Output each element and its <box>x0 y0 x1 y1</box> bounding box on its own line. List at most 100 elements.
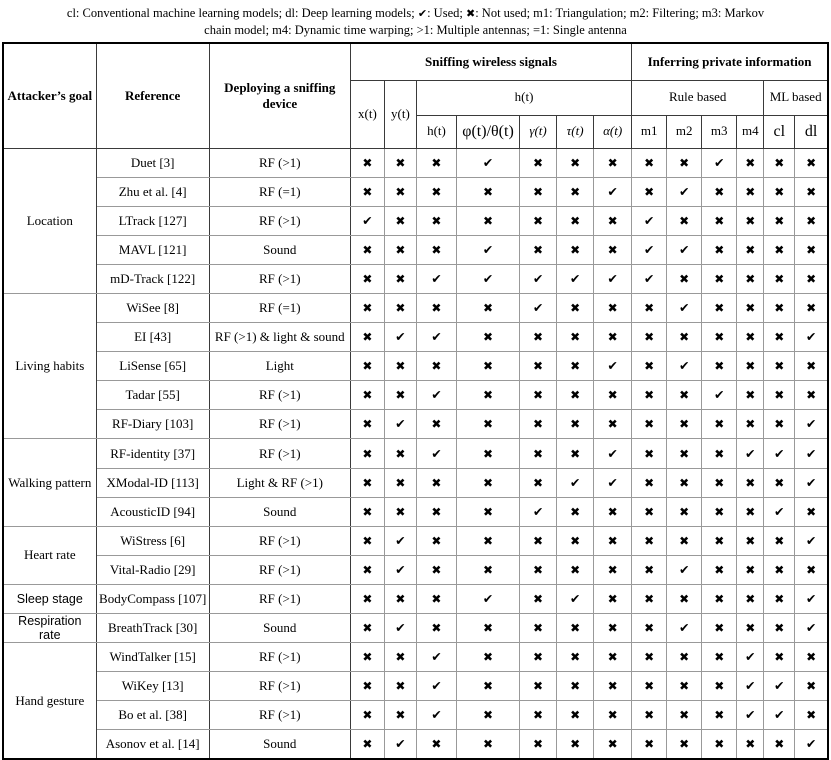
cross-icon: ✖ <box>806 184 817 199</box>
table-row: mD-Track [122] RF (>1) ✖ ✖ ✔ ✔ ✔ ✔ ✔ ✔ ✖ ✖ ✖ ✖ ✖ <box>3 263 829 294</box>
not-used-mark-cell: ✖ <box>763 554 796 585</box>
cross-icon: ✖ <box>714 417 725 432</box>
check-icon: ✔ <box>431 270 442 286</box>
cross-icon: ✖ <box>570 184 581 199</box>
cross-icon: ✖ <box>644 650 655 665</box>
cross-icon: ✖ <box>570 504 581 519</box>
check-icon: ✔ <box>745 707 756 723</box>
cross-icon: ✖ <box>806 504 817 519</box>
cross-icon: ✖ <box>806 562 817 577</box>
comparison-table: Attacker’s goal Reference Deploying a sn… <box>2 42 829 760</box>
table-row: Sleep stage BodyCompass [107] RF (>1) ✖ ✖ ✖ ✔ ✖… <box>2 583 829 615</box>
cross-icon: ✖ <box>679 504 690 519</box>
used-mark-cell: ✔ <box>794 438 829 469</box>
reference-cell: Vital-Radio [29] <box>95 554 210 585</box>
cross-icon: ✖ <box>395 504 406 519</box>
sniffing-device-cell: RF (>1) <box>208 147 351 178</box>
check-icon: ✔ <box>805 620 817 636</box>
cross-icon: ✖ <box>362 446 373 461</box>
check-icon: ✔ <box>431 329 442 345</box>
not-used-mark-cell: ✖ <box>763 263 796 294</box>
attacker-goal-cell: Hand gesture <box>2 642 97 760</box>
check-icon: ✔ <box>805 416 817 432</box>
cross-icon: ✖ <box>644 301 655 316</box>
not-used-mark-cell: ✖ <box>593 671 633 702</box>
cross-icon: ✖ <box>644 533 655 548</box>
used-mark-cell: ✔ <box>415 438 457 469</box>
not-used-mark-cell: ✖ <box>349 467 385 498</box>
table-row: LiSense [65] Light ✖ ✖ ✖ ✖ ✖ ✖ ✔ ✖ ✔ ✖ ✖ ✖ ✖ <box>3 351 829 382</box>
not-used-mark-cell: ✖ <box>349 263 385 294</box>
not-used-mark-cell: ✖ <box>701 642 738 673</box>
cross-icon: ✖ <box>806 155 817 170</box>
not-used-mark-cell: ✖ <box>383 351 417 382</box>
not-used-mark-cell: ✖ <box>763 642 796 673</box>
not-used-mark-cell: ✖ <box>415 729 457 760</box>
not-used-mark-cell: ✖ <box>763 322 796 353</box>
check-icon: ✔ <box>482 154 494 170</box>
not-used-mark-cell: ✖ <box>666 496 703 527</box>
used-mark-cell: ✔ <box>556 263 595 294</box>
cross-icon: ✖ <box>714 562 725 577</box>
used-mark-cell: ✔ <box>666 234 703 265</box>
cross-icon: ✖ <box>533 213 544 228</box>
cross-icon: ✖ <box>465 7 476 20</box>
used-mark-cell: ✔ <box>519 292 558 324</box>
not-used-mark-cell: ✖ <box>455 292 521 324</box>
cross-icon: ✖ <box>607 562 618 577</box>
check-icon: ✔ <box>431 707 442 723</box>
check-icon: ✔ <box>713 154 725 170</box>
not-used-mark-cell: ✖ <box>556 380 595 411</box>
not-used-mark-cell: ✖ <box>736 583 765 615</box>
not-used-mark-cell: ✖ <box>701 671 738 702</box>
col-header-xt: x(t) <box>349 79 385 149</box>
used-mark-cell: ✔ <box>415 671 457 702</box>
not-used-mark-cell: ✖ <box>736 380 765 411</box>
col-group-rule-based: Rule based <box>631 79 765 116</box>
not-used-mark-cell: ✖ <box>415 554 457 585</box>
not-used-mark-cell: ✖ <box>349 496 385 527</box>
table-row: MAVL [121] Sound ✖ ✖ ✖ ✔ ✖ ✖ ✖ ✔ ✔ ✖ ✖ ✖ ✖ <box>3 234 829 265</box>
used-mark-cell: ✔ <box>794 613 829 644</box>
used-mark-cell: ✔ <box>593 176 633 207</box>
not-used-mark-cell: ✖ <box>631 583 668 615</box>
not-used-mark-cell: ✖ <box>519 613 558 644</box>
cross-icon: ✖ <box>644 417 655 432</box>
not-used-mark-cell: ✖ <box>556 438 595 469</box>
used-mark-cell: ✔ <box>383 322 417 353</box>
cross-icon: ✖ <box>395 359 406 374</box>
cross-icon: ✖ <box>431 155 442 170</box>
cross-icon: ✖ <box>362 737 373 752</box>
check-icon: ✔ <box>678 241 690 257</box>
not-used-mark-cell: ✖ <box>666 263 703 294</box>
cross-icon: ✖ <box>431 184 442 199</box>
not-used-mark-cell: ✖ <box>666 147 703 178</box>
check-icon: ✔ <box>805 329 817 345</box>
col-group-inferring-private-info: Inferring private information <box>631 42 829 81</box>
used-mark-cell: ✔ <box>415 642 457 673</box>
cross-icon: ✖ <box>774 184 785 199</box>
reference-cell: BodyCompass [107] <box>95 583 210 615</box>
table-body: Location Duet [3] RF (>1) ✖ ✖ ✖ ✔ ✖ ✖ ✖ ✖ ✖ ✔ ✖ ✖ ✖ Zhu … <box>2 147 829 760</box>
cross-icon: ✖ <box>570 155 581 170</box>
not-used-mark-cell: ✖ <box>763 409 796 440</box>
sniffing-device-cell: RF (>1) <box>208 671 351 702</box>
cross-icon: ✖ <box>806 650 817 665</box>
used-mark-cell: ✔ <box>415 700 457 731</box>
check-icon: ✔ <box>532 503 544 519</box>
used-mark-cell: ✔ <box>763 671 796 702</box>
not-used-mark-cell: ✖ <box>631 671 668 702</box>
cross-icon: ✖ <box>644 504 655 519</box>
cross-icon: ✖ <box>679 650 690 665</box>
used-mark-cell: ✔ <box>383 729 417 760</box>
not-used-mark-cell: ✖ <box>794 700 829 731</box>
caption-text: cl: Conventional machine learning models… <box>66 6 418 20</box>
not-used-mark-cell: ✖ <box>556 496 595 527</box>
caption-line-2: chain model; m4: Dynamic time warping; >… <box>204 22 627 37</box>
not-used-mark-cell: ✖ <box>349 292 385 324</box>
col-header-m2: m2 <box>666 114 703 149</box>
not-used-mark-cell: ✖ <box>763 583 796 615</box>
not-used-mark-cell: ✖ <box>794 496 829 527</box>
check-icon: ✔ <box>745 445 756 461</box>
not-used-mark-cell: ✖ <box>631 467 668 498</box>
